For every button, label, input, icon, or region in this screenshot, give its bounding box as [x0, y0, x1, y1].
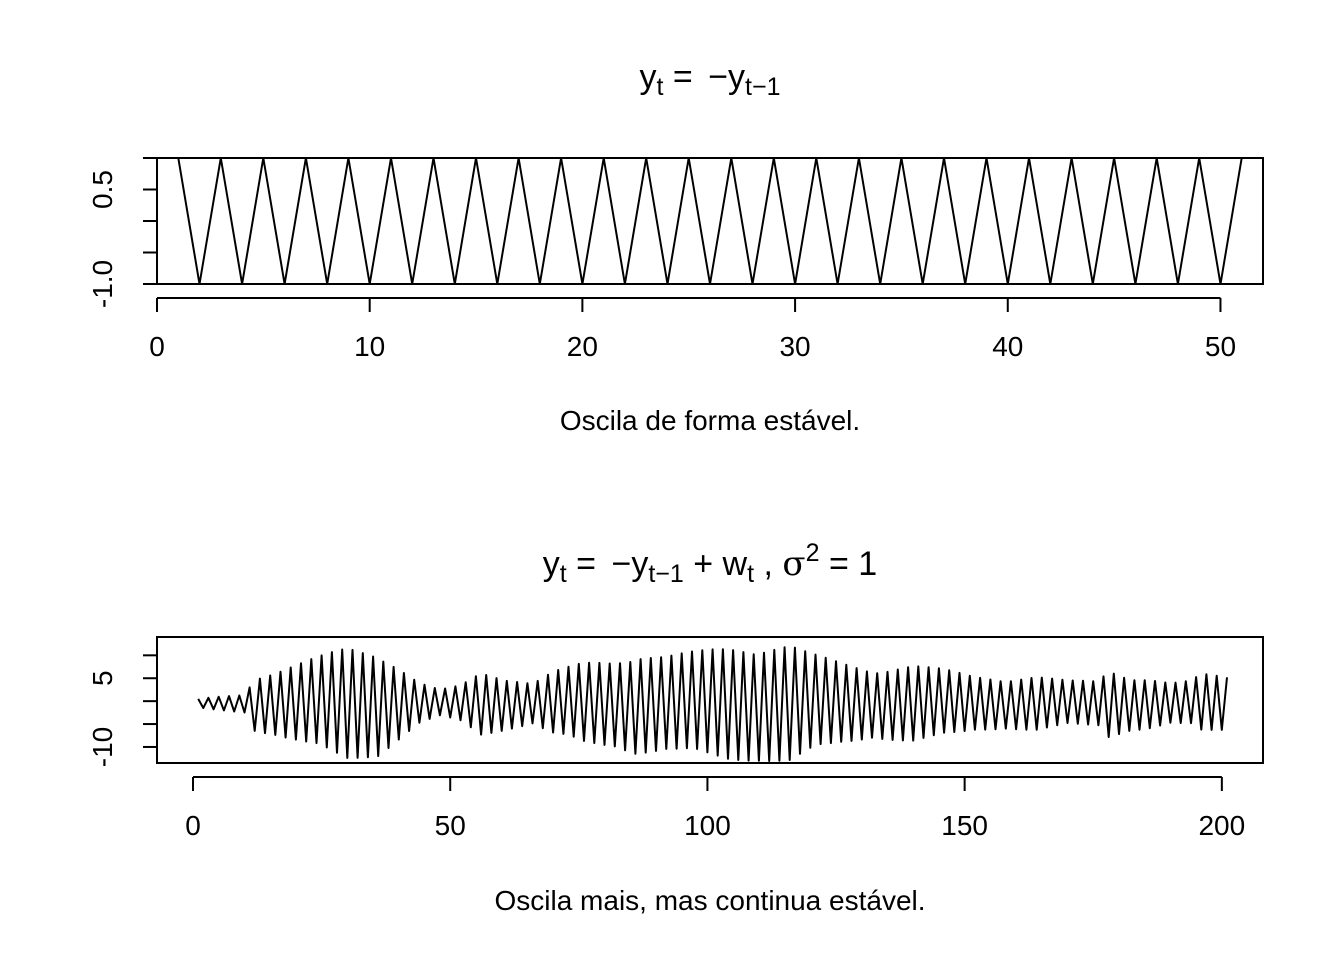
panel-bottom-y-tick-label: -10	[87, 727, 118, 767]
panel-bottom-x-tick-label: 200	[1198, 810, 1245, 841]
panel-top-x-tick-label: 40	[992, 331, 1023, 362]
panel-top-x-label: Oscila de forma estável.	[560, 405, 860, 436]
panel-top-y-tick-label: -1.0	[87, 260, 118, 308]
panel-top-x-tick-label: 30	[779, 331, 810, 362]
panel-bottom-x-tick-label: 50	[435, 810, 466, 841]
panel-top: yt = −yt−1 0 10 20 30 40 50 -1.0 0.5 Oscila de…	[87, 58, 1264, 436]
panel-top-x-tick-label: 10	[354, 331, 385, 362]
panel-bottom-y-tick-label: 5	[87, 670, 118, 686]
panel-bottom-series-line	[197, 646, 1228, 762]
panel-top-series-line	[177, 157, 1243, 285]
panel-bottom-x-label: Oscila mais, mas continua estável.	[494, 885, 925, 916]
panel-top-x-axis: 0 10 20 30 40 50	[149, 297, 1236, 362]
panel-top-plot-area	[156, 157, 1264, 285]
panel-bottom-x-tick-label: 0	[185, 810, 201, 841]
panel-bottom-x-tick-label: 150	[941, 810, 988, 841]
panel-bottom-title: yt = −yt−1 + wt , σ2 = 1	[543, 539, 877, 588]
panel-top-x-tick-label: 0	[149, 331, 165, 362]
panel-bottom-x-axis: 0 50 100 150 200	[185, 776, 1245, 841]
panel-bottom-y-axis: -10 5	[87, 654, 158, 767]
panel-bottom: yt = −yt−1 + wt , σ2 = 1 0 50 100 150 200 -1…	[87, 539, 1264, 916]
panel-top-x-tick-label: 50	[1205, 331, 1236, 362]
panel-top-y-axis: -1.0 0.5	[87, 157, 158, 308]
panel-bottom-x-tick-label: 100	[684, 810, 731, 841]
panel-top-title: yt = −yt−1	[639, 58, 780, 101]
panel-top-x-tick-label: 20	[567, 331, 598, 362]
panel-top-y-tick-label: 0.5	[87, 170, 118, 209]
